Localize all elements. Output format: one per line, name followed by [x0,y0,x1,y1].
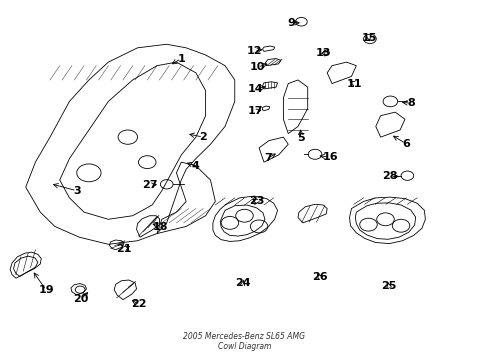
Text: 22: 22 [130,299,146,309]
Text: 21: 21 [116,244,131,254]
Text: 18: 18 [153,222,168,232]
Text: 10: 10 [249,62,265,72]
Text: 27: 27 [142,180,158,190]
Text: 3: 3 [73,186,81,196]
Text: 11: 11 [346,78,362,89]
Text: 12: 12 [246,46,262,56]
Text: 25: 25 [381,282,396,292]
Text: 20: 20 [73,294,89,304]
Text: 16: 16 [322,152,337,162]
Text: 4: 4 [192,161,200,171]
Text: 17: 17 [247,107,263,116]
Text: 6: 6 [401,139,409,149]
Text: 5: 5 [297,133,304,143]
Text: 8: 8 [407,98,414,108]
Text: 23: 23 [249,197,264,206]
Text: 9: 9 [286,18,295,28]
Text: 7: 7 [264,153,271,163]
Text: 24: 24 [235,278,250,288]
Text: 15: 15 [361,33,376,43]
Text: 26: 26 [311,272,327,282]
Text: 2005 Mercedes-Benz SL65 AMG
Cowl Diagram: 2005 Mercedes-Benz SL65 AMG Cowl Diagram [183,332,305,351]
Text: 28: 28 [382,171,397,181]
Text: 2: 2 [199,132,206,142]
Text: 1: 1 [177,54,185,64]
Text: 14: 14 [247,84,263,94]
Text: 19: 19 [38,285,54,295]
Text: 13: 13 [315,48,331,58]
